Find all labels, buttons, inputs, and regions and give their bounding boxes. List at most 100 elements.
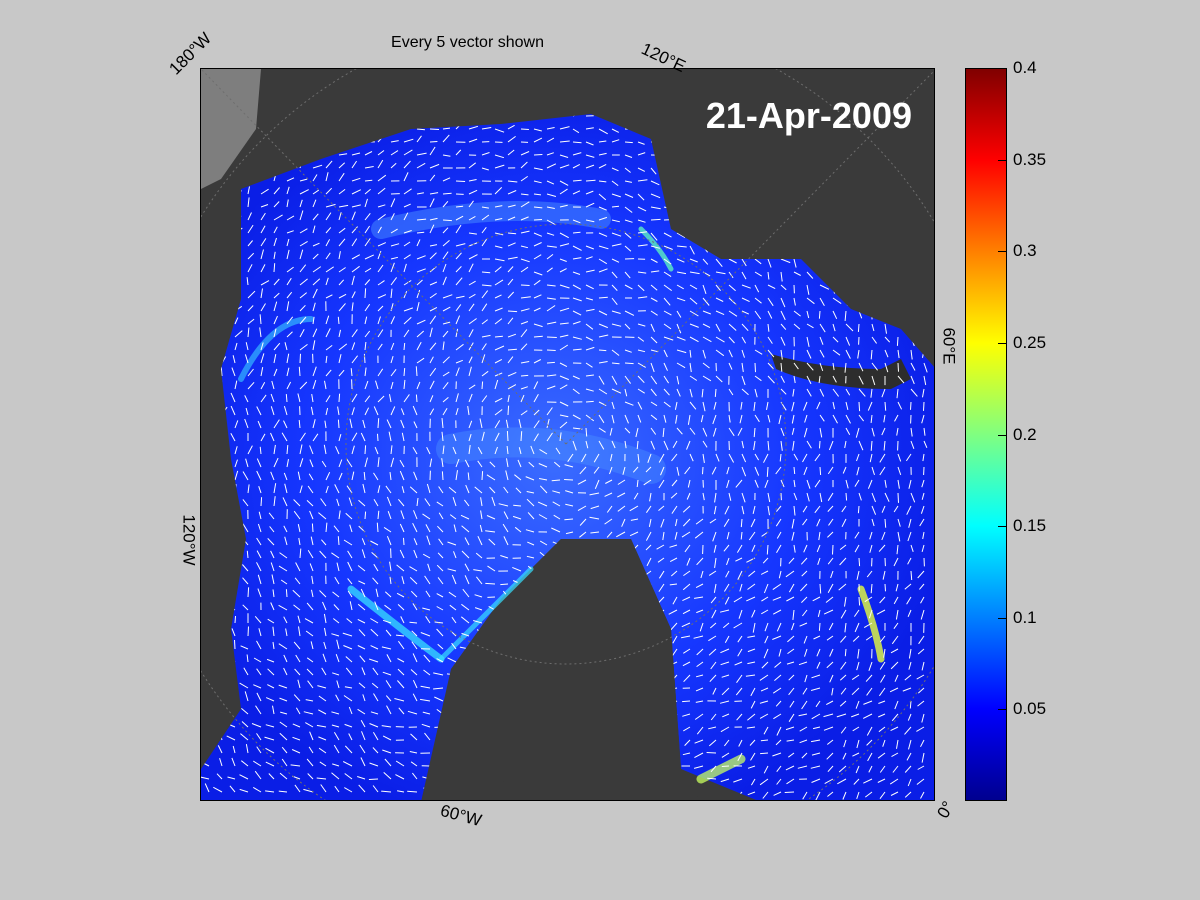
drift-vector [775, 518, 782, 527]
drift-vector [637, 388, 645, 394]
drift-vector [674, 401, 678, 410]
drift-vector [279, 552, 288, 559]
drift-vector [286, 215, 295, 221]
drift-vector [684, 544, 691, 553]
drift-vector [507, 317, 514, 325]
drift-vector [858, 492, 862, 501]
drift-vector [676, 388, 681, 397]
drift-vector [923, 167, 930, 174]
drift-vector [767, 167, 776, 170]
drift-vector [923, 115, 929, 123]
drift-vector [438, 486, 444, 494]
drift-vector [347, 561, 353, 572]
drift-vector [247, 212, 252, 221]
drift-vector [832, 401, 835, 410]
drift-vector [611, 401, 615, 410]
drift-vector [520, 329, 528, 338]
drift-vector [780, 232, 790, 238]
drift-vector [481, 290, 489, 299]
drift-vector [494, 205, 503, 208]
drift-vector [858, 245, 865, 254]
colorbar-tick-mark [998, 342, 1007, 344]
drift-vector [908, 479, 912, 489]
drift-vector [781, 90, 789, 92]
drift-vector [494, 345, 505, 351]
drift-vector [687, 414, 691, 425]
drift-vector [337, 419, 340, 429]
drift-vector [851, 687, 860, 696]
drift-vector [539, 540, 548, 546]
drift-vector [624, 440, 627, 449]
drift-vector [711, 466, 717, 475]
drift-vector [231, 628, 236, 637]
drift-vector [689, 154, 700, 157]
drift-vector [436, 501, 444, 507]
drift-vector [897, 349, 900, 359]
drift-vector [776, 531, 782, 539]
drift-vector [676, 297, 686, 302]
drift-vector [611, 284, 618, 291]
drift-vector [338, 459, 343, 468]
drift-vector [924, 90, 931, 92]
drift-vector [411, 630, 418, 637]
drift-vector [229, 693, 236, 702]
drift-vector [351, 133, 357, 143]
drift-vector [494, 294, 502, 299]
drift-vector [585, 127, 594, 130]
drift-vector [611, 180, 619, 187]
drift-vector [664, 103, 672, 108]
drift-vector [495, 72, 503, 77]
drift-vector [481, 343, 487, 351]
drift-vector [401, 432, 405, 442]
drift-vector [417, 70, 424, 77]
drift-vector [806, 349, 812, 359]
drift-vector [724, 739, 730, 747]
drift-vector [617, 492, 626, 498]
drift-vector [468, 200, 474, 208]
drift-vector [650, 128, 659, 133]
drift-vector [416, 301, 420, 312]
drift-vector [689, 362, 692, 373]
drift-vector [829, 674, 834, 683]
drift-vector [307, 549, 314, 559]
drift-vector [256, 406, 262, 416]
drift-vector [702, 492, 705, 501]
drift-vector [254, 770, 262, 780]
drift-vector [855, 700, 860, 709]
drift-vector [256, 733, 262, 741]
drift-vector [400, 510, 405, 520]
drift-vector [352, 98, 358, 103]
drift-vector [265, 747, 275, 754]
drift-vector [261, 97, 267, 103]
drift-vector [624, 349, 632, 353]
drift-vector [871, 427, 875, 437]
drift-vector [910, 115, 921, 119]
lon-label-60w: 60°W [438, 800, 484, 831]
drift-vector [897, 180, 903, 190]
drift-vector [448, 745, 457, 754]
drift-vector [256, 640, 262, 650]
drift-vector [312, 242, 320, 247]
drift-vector [884, 323, 887, 334]
drift-vector [764, 479, 769, 488]
drift-vector [710, 765, 717, 773]
drift-vector [325, 355, 328, 364]
drift-vector [307, 773, 314, 780]
drift-vector [546, 127, 555, 130]
drift-vector [481, 206, 489, 209]
drift-vector [352, 86, 358, 91]
drift-vector [416, 239, 421, 247]
drift-vector [429, 146, 436, 156]
drift-vector [309, 445, 314, 455]
drift-vector [256, 562, 262, 572]
drift-vector [741, 193, 747, 202]
drift-vector [815, 791, 821, 800]
drift-vector [373, 472, 379, 481]
drift-vector [840, 726, 847, 734]
drift-vector [585, 400, 594, 403]
drift-vector [741, 453, 747, 463]
drift-vector [714, 388, 717, 397]
drift-vector [710, 791, 717, 798]
drift-vector [689, 167, 699, 170]
drift-vector [585, 284, 594, 290]
